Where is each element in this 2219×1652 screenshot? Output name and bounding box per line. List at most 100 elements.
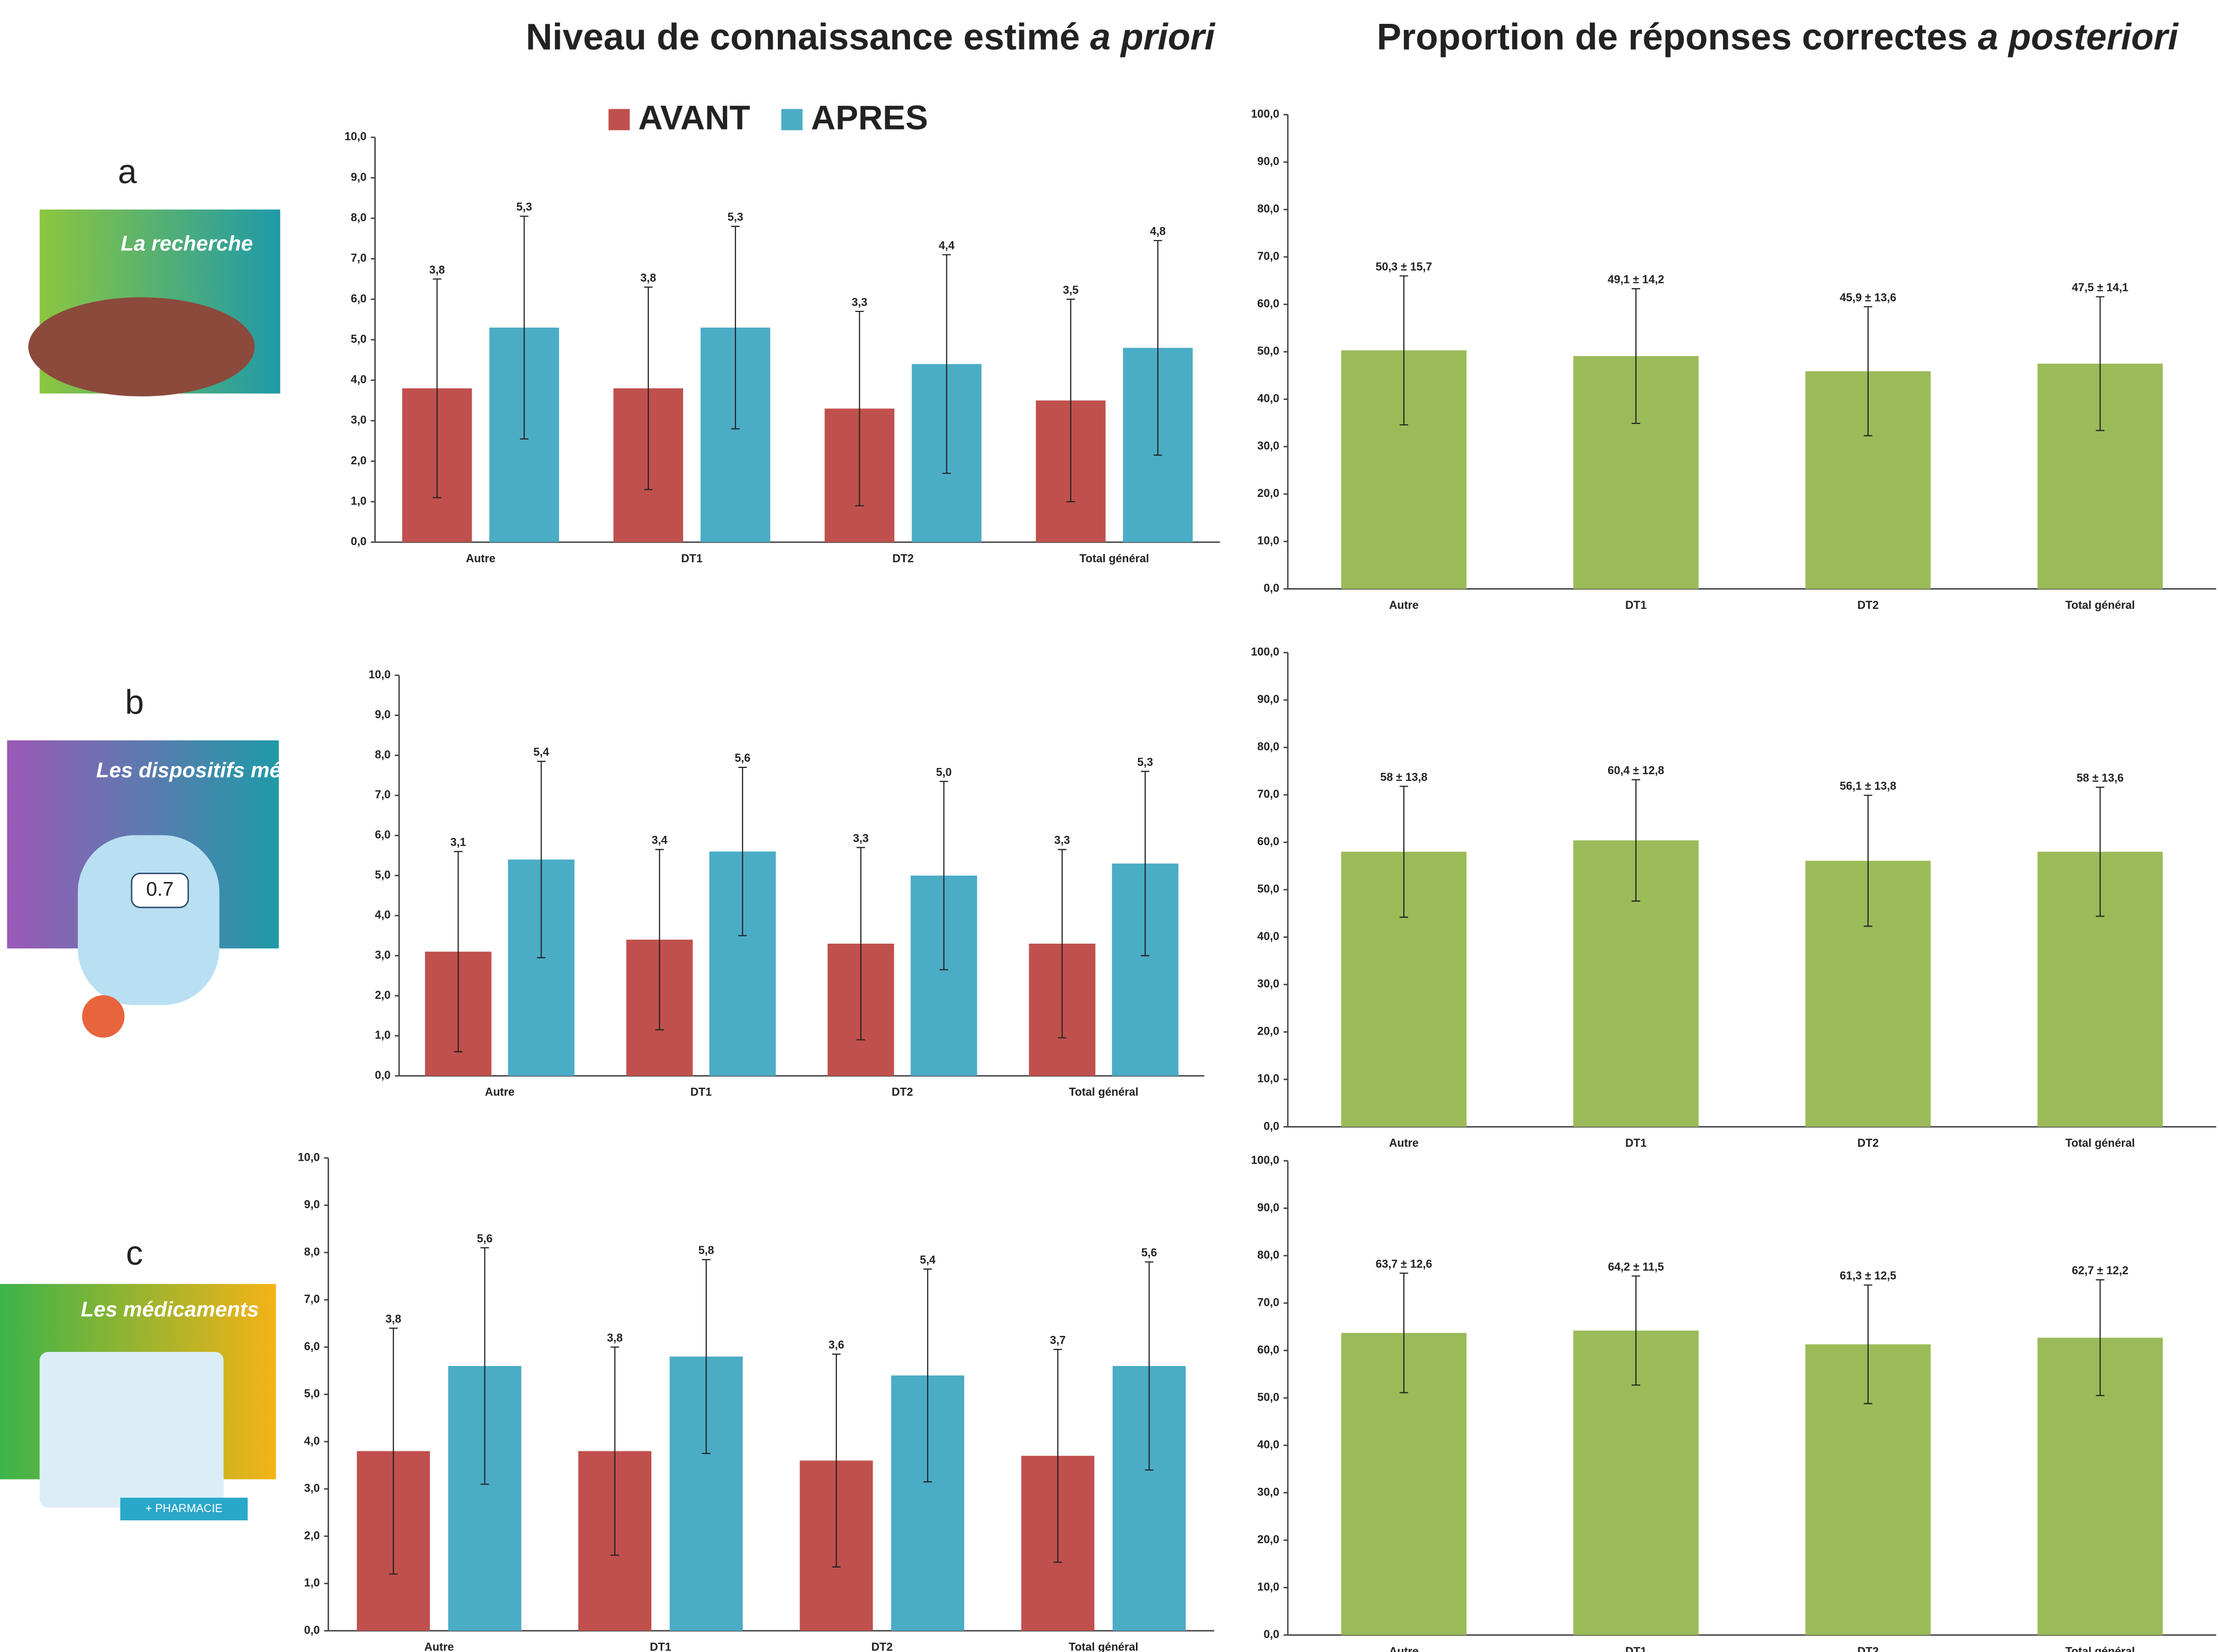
x-tick-label: Autre [424, 1641, 454, 1652]
y-tick-label: 0,0 [1263, 1119, 1279, 1132]
right-title: Proportion de réponses correctes a poste… [1377, 17, 2179, 58]
device [78, 835, 220, 1005]
y-tick-label: 20,0 [1257, 1533, 1279, 1546]
y-tick-label: 100,0 [1251, 645, 1279, 658]
sign [120, 1498, 248, 1520]
x-tick-label: DT2 [1857, 599, 1879, 611]
y-tick-label: 0,0 [351, 535, 366, 548]
right-title-italic: a posteriori [1978, 17, 2179, 58]
x-tick-label: Total général [2065, 1136, 2135, 1149]
data-label: 56,1 ± 13,8 [1840, 779, 1896, 792]
y-tick-label: 10,0 [1257, 534, 1279, 547]
y-tick-label: 60,0 [1257, 297, 1279, 310]
data-label: 3,7 [1050, 1334, 1065, 1347]
x-tick-label: Autre [1389, 599, 1419, 611]
y-tick-label: 7,0 [351, 251, 366, 264]
y-tick-label: 50,0 [1257, 345, 1279, 358]
data-label: 3,8 [429, 263, 445, 276]
data-label: 60,4 ± 12,8 [1608, 764, 1664, 777]
screen-text: 0.7 [146, 878, 174, 900]
illustration-caption: Les dispositifs médicaux [96, 758, 350, 782]
panel-letter: a [118, 152, 137, 190]
x-tick-label: DT1 [1625, 599, 1646, 611]
y-tick-label: 9,0 [351, 170, 366, 183]
y-tick-label: 8,0 [375, 748, 390, 761]
legend-label: APRES [811, 99, 928, 137]
data-label: 58 ± 13,6 [2076, 772, 2124, 785]
y-tick-label: 20,0 [1257, 1024, 1279, 1037]
y-tick-label: 0,0 [1263, 1628, 1279, 1641]
illustration-caption: La recherche [121, 231, 253, 255]
x-tick-label: Autre [485, 1086, 515, 1099]
y-tick-label: 90,0 [1257, 1201, 1279, 1214]
illustration: La recherche [28, 209, 280, 396]
legend-swatch [608, 109, 630, 131]
data-label: 4,8 [1150, 225, 1165, 238]
x-tick-label: DT1 [690, 1086, 712, 1099]
y-tick-label: 0,0 [1263, 581, 1279, 594]
x-tick-label: DT1 [1625, 1136, 1646, 1149]
x-tick-label: Total général [1069, 1086, 1139, 1099]
y-tick-label: 5,0 [351, 332, 366, 345]
data-label: 4,4 [939, 239, 955, 252]
y-tick-label: 6,0 [375, 828, 390, 841]
y-tick-label: 6,0 [304, 1340, 320, 1352]
data-label: 5,4 [920, 1253, 936, 1266]
data-label: 5,6 [735, 751, 750, 764]
table [28, 297, 255, 396]
x-tick-label: DT2 [871, 1641, 892, 1652]
data-label: 64,2 ± 11,5 [1608, 1260, 1664, 1273]
y-tick-label: 70,0 [1257, 250, 1279, 263]
y-tick-label: 30,0 [1257, 977, 1279, 990]
y-tick-label: 8,0 [351, 211, 366, 224]
y-tick-label: 10,0 [368, 668, 391, 681]
data-label: 3,1 [450, 836, 466, 849]
y-tick-label: 4,0 [304, 1434, 320, 1447]
data-label: 3,3 [853, 832, 869, 845]
data-label: 45,9 ± 13,6 [1840, 291, 1896, 304]
y-tick-label: 100,0 [1251, 1153, 1279, 1166]
caption-text: Les dispositifs médicaux [96, 758, 350, 782]
y-tick-label: 40,0 [1257, 392, 1279, 405]
illustration-caption: Les médicaments [81, 1297, 259, 1321]
y-tick-label: 5,0 [304, 1387, 320, 1400]
y-tick-label: 70,0 [1257, 1295, 1279, 1308]
data-label: 3,4 [651, 834, 667, 847]
data-label: 5,8 [699, 1244, 714, 1257]
y-tick-label: 50,0 [1257, 1390, 1279, 1403]
x-tick-label: DT1 [650, 1641, 671, 1652]
y-tick-label: 80,0 [1257, 202, 1279, 215]
illustration: + PHARMACIE Les médicaments [0, 1284, 276, 1520]
data-label: 49,1 ± 14,2 [1608, 273, 1664, 286]
y-tick-label: 6,0 [351, 292, 366, 305]
y-tick-label: 5,0 [375, 868, 390, 881]
x-tick-label: DT2 [1857, 1645, 1879, 1652]
y-tick-label: 80,0 [1257, 1248, 1279, 1261]
y-tick-label: 50,0 [1257, 882, 1279, 895]
screen [131, 873, 189, 908]
y-tick-label: 3,0 [351, 414, 366, 426]
y-tick-label: 0,0 [375, 1069, 390, 1081]
y-tick-label: 9,0 [304, 1198, 320, 1211]
y-tick-label: 2,0 [375, 988, 390, 1001]
panel-letter: c [126, 1234, 143, 1272]
y-tick-label: 2,0 [351, 454, 366, 467]
y-tick-label: 7,0 [375, 788, 390, 801]
y-tick-label: 4,0 [351, 373, 366, 386]
y-tick-label: 90,0 [1257, 155, 1279, 168]
data-label: 5,3 [516, 201, 532, 213]
x-tick-label: Total général [1079, 552, 1149, 565]
data-label: 5,0 [936, 765, 951, 778]
y-tick-label: 30,0 [1257, 1485, 1279, 1498]
y-tick-label: 40,0 [1257, 930, 1279, 943]
y-tick-label: 60,0 [1257, 835, 1279, 848]
y-tick-label: 10,0 [1257, 1580, 1279, 1593]
y-tick-label: 9,0 [375, 708, 390, 721]
y-tick-label: 70,0 [1257, 788, 1279, 801]
data-label: 5,3 [728, 210, 743, 223]
x-tick-label: DT1 [681, 552, 702, 565]
x-tick-label: Autre [1389, 1645, 1419, 1652]
data-label: 3,8 [607, 1331, 622, 1344]
data-label: 3,6 [829, 1338, 844, 1351]
